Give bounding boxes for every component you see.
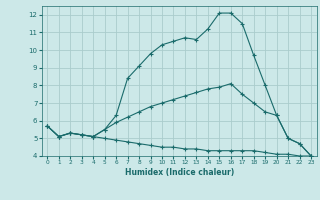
X-axis label: Humidex (Indice chaleur): Humidex (Indice chaleur) (124, 168, 234, 177)
